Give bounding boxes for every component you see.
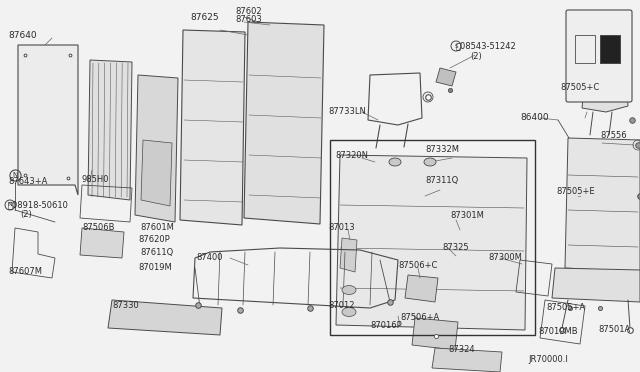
Polygon shape bbox=[88, 60, 132, 200]
Polygon shape bbox=[180, 30, 245, 225]
Text: 87611Q: 87611Q bbox=[140, 247, 173, 257]
Text: 87620P: 87620P bbox=[138, 235, 170, 244]
Text: 87016P: 87016P bbox=[370, 321, 402, 330]
Polygon shape bbox=[436, 68, 456, 86]
Ellipse shape bbox=[424, 158, 436, 166]
Polygon shape bbox=[108, 300, 222, 335]
Text: 87607M: 87607M bbox=[8, 267, 42, 276]
Polygon shape bbox=[135, 75, 178, 222]
Text: 87506+C: 87506+C bbox=[398, 260, 437, 269]
Text: 87300M: 87300M bbox=[488, 253, 522, 263]
Bar bbox=[575, 35, 595, 63]
Polygon shape bbox=[405, 275, 438, 302]
Text: 87332M: 87332M bbox=[425, 145, 459, 154]
Text: 87019M: 87019M bbox=[138, 263, 172, 273]
Text: 87013: 87013 bbox=[328, 224, 355, 232]
Text: N: N bbox=[12, 172, 18, 178]
Text: 87733LN: 87733LN bbox=[328, 108, 366, 116]
Polygon shape bbox=[412, 318, 458, 350]
Bar bbox=[600, 35, 620, 63]
Text: 86400: 86400 bbox=[520, 113, 548, 122]
Text: 87301M: 87301M bbox=[450, 211, 484, 219]
Polygon shape bbox=[141, 140, 172, 206]
Text: 87625: 87625 bbox=[190, 13, 219, 22]
Text: 87019MB: 87019MB bbox=[538, 327, 578, 337]
Polygon shape bbox=[336, 155, 527, 330]
Text: S: S bbox=[454, 44, 458, 48]
Polygon shape bbox=[80, 228, 124, 258]
Text: 87325: 87325 bbox=[442, 244, 468, 253]
Text: ⓝ08918-50610: ⓝ08918-50610 bbox=[8, 201, 69, 209]
Text: 87505+C: 87505+C bbox=[560, 83, 599, 93]
Text: N: N bbox=[8, 202, 12, 208]
Text: 87643+A: 87643+A bbox=[8, 177, 47, 186]
Text: 87556: 87556 bbox=[600, 131, 627, 141]
Text: (2): (2) bbox=[470, 51, 482, 61]
Ellipse shape bbox=[342, 285, 356, 295]
Text: 87603: 87603 bbox=[235, 16, 262, 25]
Polygon shape bbox=[565, 138, 640, 272]
Text: 87012: 87012 bbox=[328, 301, 355, 310]
Text: 87640: 87640 bbox=[8, 32, 36, 41]
Ellipse shape bbox=[342, 308, 356, 317]
Text: JR70000.I: JR70000.I bbox=[528, 356, 568, 365]
Polygon shape bbox=[432, 348, 502, 372]
Text: 87400: 87400 bbox=[196, 253, 223, 263]
Text: 87505+E: 87505+E bbox=[556, 187, 595, 196]
Polygon shape bbox=[552, 268, 640, 302]
Text: (2): (2) bbox=[20, 209, 32, 218]
Text: 87501A: 87501A bbox=[598, 326, 630, 334]
Polygon shape bbox=[18, 45, 78, 195]
Text: 87311Q: 87311Q bbox=[425, 176, 458, 185]
Text: 87320N: 87320N bbox=[335, 151, 368, 160]
Text: 87602: 87602 bbox=[235, 7, 262, 16]
Ellipse shape bbox=[389, 158, 401, 166]
Bar bbox=[330, 140, 535, 335]
Polygon shape bbox=[340, 238, 357, 272]
Polygon shape bbox=[244, 22, 324, 224]
FancyBboxPatch shape bbox=[566, 10, 632, 102]
Text: 87324: 87324 bbox=[448, 346, 475, 355]
Text: 87506B: 87506B bbox=[82, 224, 115, 232]
Text: 87330: 87330 bbox=[112, 301, 139, 310]
Text: 985H0: 985H0 bbox=[82, 176, 109, 185]
Text: 87505+A: 87505+A bbox=[546, 304, 585, 312]
Polygon shape bbox=[582, 76, 628, 112]
Text: 87506+A: 87506+A bbox=[400, 314, 439, 323]
Bar bbox=[600, 35, 620, 63]
Text: Ⓝ08543-51242: Ⓝ08543-51242 bbox=[456, 42, 516, 51]
Text: 87601M: 87601M bbox=[140, 224, 174, 232]
